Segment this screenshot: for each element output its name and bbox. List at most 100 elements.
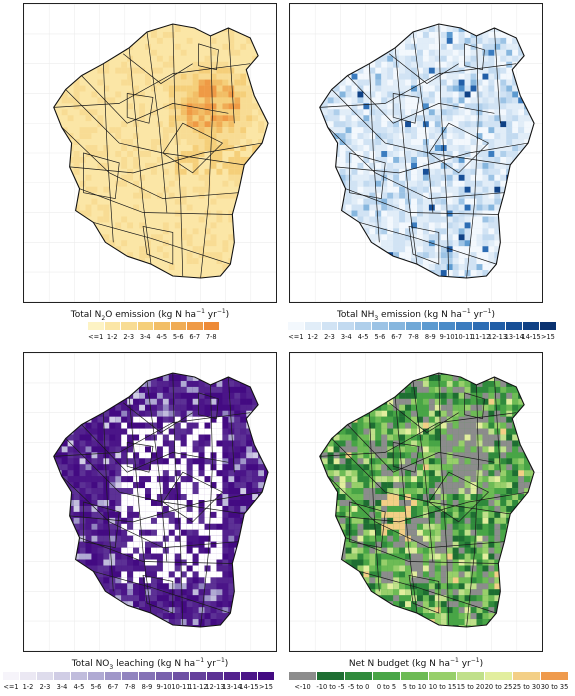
map-no3 [24, 353, 276, 651]
field-boundaries [53, 373, 263, 628]
legend-swatch [304, 322, 321, 330]
legend-swatch [258, 672, 274, 680]
legend-swatch [224, 672, 240, 680]
legend-no3: <=1 1-2 2-3 3-4 4-5 5-6 6-7 7-8 8-9 9-10 10-11 11-1… [0, 670, 287, 696]
legend-swatch [489, 322, 506, 330]
map-panel-n2o [23, 3, 277, 303]
legend-n2o: <=1 1-2 2-3 3-4 4-5 5-6 6-7 7-8 [0, 320, 287, 346]
legend-label: 5-6 [172, 333, 184, 341]
legend-label: 6-7 [391, 333, 403, 341]
legend-swatch [457, 672, 484, 680]
legend-swatch [203, 322, 219, 330]
legend-label: 25 to 30 [512, 683, 541, 691]
legend-label: 10-11 [171, 683, 191, 691]
legend-label: -5 to 0 [347, 683, 370, 691]
legend-label: 5-6 [90, 683, 102, 691]
legend-label: 6-7 [107, 683, 119, 691]
caption-budget: Net N budget (kg N ha−1 yr−1) [348, 657, 484, 669]
legend-label: <-10 [294, 683, 311, 691]
legend-label: 30 to 35 [540, 683, 569, 691]
legend-swatch [472, 322, 489, 330]
legend-swatch [122, 672, 138, 680]
legend-label: 14-15 [239, 683, 259, 691]
legend-label: 3-4 [139, 333, 151, 341]
legend-label: 4-5 [156, 333, 168, 341]
legend-swatch [401, 672, 428, 680]
field-boundaries [319, 373, 529, 628]
legend-label: 12-13 [205, 683, 225, 691]
legend-label: -10 to -5 [316, 683, 345, 691]
legend-swatch [439, 322, 455, 330]
field-boundaries [53, 24, 263, 279]
legend-swatch [321, 322, 338, 330]
map-nh3 [290, 4, 542, 302]
legend-label: 6-7 [189, 333, 201, 341]
region-outline [319, 372, 535, 628]
legend-label: 5-6 [374, 333, 386, 341]
legend-swatch [88, 672, 104, 680]
legend-swatch [523, 322, 539, 330]
legend-swatch [388, 322, 405, 330]
legend-nh3: <=1 1-2 2-3 3-4 4-5 5-6 6-7 7-8 8-9 9-10 10-11 11-1… [287, 320, 575, 346]
caption-no3: Total NO3 leaching (kg N ha−1 yr−1) [71, 657, 229, 671]
legend-swatch [540, 322, 556, 330]
legend-swatch [190, 672, 206, 680]
legend-swatch [37, 672, 53, 680]
legend-swatch [288, 322, 304, 330]
legend-label: 5 to 10 [402, 683, 427, 691]
legend-swatch [54, 672, 70, 680]
legend-swatch [338, 322, 355, 330]
map-panel-budget [289, 352, 543, 652]
legend-swatch [137, 322, 153, 330]
legend-label: 11-12 [471, 333, 491, 341]
legend-swatch [105, 672, 121, 680]
map-budget [290, 353, 542, 651]
legend-swatch [405, 322, 422, 330]
legend-label: 10 to 15 [428, 683, 457, 691]
legend-label: 3-4 [340, 333, 352, 341]
legend-label: 14-15 [521, 333, 541, 341]
caption-n2o: Total N2O emission (kg N ha−1 yr−1) [70, 308, 230, 322]
legend-label: 7-8 [408, 333, 419, 341]
legend-swatch [207, 672, 223, 680]
legend-label: >15 [540, 333, 555, 341]
map-n2o [24, 4, 276, 302]
legend-label: 4-5 [73, 683, 85, 691]
legend-label: 10-11 [454, 333, 474, 341]
legend-swatch [355, 322, 371, 330]
legend-swatch [20, 672, 36, 680]
legend-swatch [241, 672, 257, 680]
legend-swatch [513, 672, 540, 680]
legend-swatch [154, 322, 170, 330]
legend-label: 4-5 [357, 333, 369, 341]
legend-swatch [541, 672, 568, 680]
legend-swatch [372, 322, 388, 330]
legend-label: 15 to 20 [456, 683, 485, 691]
legend-swatch [170, 322, 186, 330]
legend-swatch [429, 672, 456, 680]
caption-nh3: Total NH3 emission (kg N ha−1 yr−1) [336, 308, 496, 322]
legend-swatch [373, 672, 400, 680]
legend-label: 20 to 25 [484, 683, 513, 691]
legend-budget: <-10 -10 to -5 -5 to 0 0 to 5 5 to 10 10 to 1… [287, 670, 575, 696]
legend-label: 2-3 [123, 333, 135, 341]
legend-swatch [289, 672, 316, 680]
legend-swatch [345, 672, 372, 680]
legend-swatch [422, 322, 439, 330]
field-boundaries [319, 24, 529, 279]
region-outline [53, 372, 269, 628]
legend-label: <=1 [88, 333, 104, 341]
map-panel-nh3 [289, 3, 543, 303]
legend-swatch [456, 322, 472, 330]
legend-swatch [506, 322, 523, 330]
legend-swatch [173, 672, 189, 680]
legend-label: <=1 [3, 683, 19, 691]
legend-swatch [71, 672, 87, 680]
legend-label: 7-8 [205, 333, 217, 341]
legend-label: 12-13 [487, 333, 508, 341]
legend-label: 7-8 [124, 683, 136, 691]
legend-swatch [104, 322, 120, 330]
legend-swatch [88, 322, 104, 330]
legend-swatch [317, 672, 344, 680]
legend-label: 2-3 [39, 683, 51, 691]
